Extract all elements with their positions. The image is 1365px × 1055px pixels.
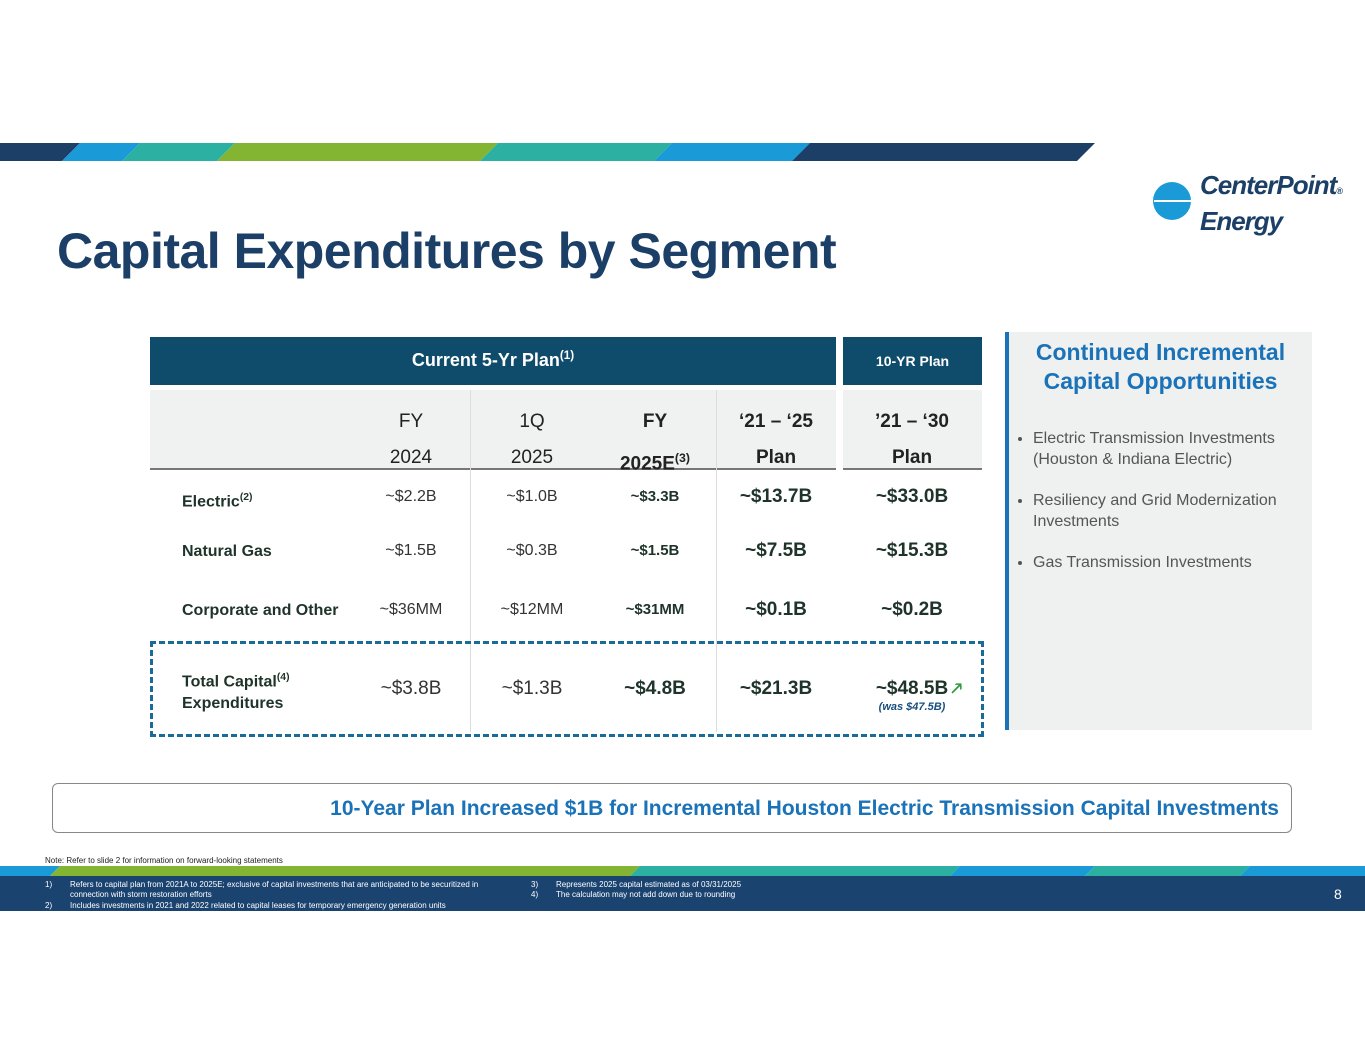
top-stripe [0, 143, 1095, 161]
footer: 8 1) Refers to capital plan from 2021A to… [0, 876, 1365, 911]
column-header: ’21 – ‘30 Plan [842, 404, 982, 476]
column-header-line: 2024 [341, 440, 481, 476]
banner: 10-Year Plan Increased $1B for Increment… [52, 783, 1292, 833]
cell: ~$4.8B [624, 678, 686, 699]
column-header: ‘21 – ‘25 Plan [706, 404, 846, 476]
total-box [150, 641, 984, 737]
column-header-text: 2025E [619, 453, 675, 475]
footnote-ref: (3) [674, 451, 691, 465]
column-header-text: 2025 [510, 447, 554, 468]
column-header-line: 1Q [519, 411, 545, 432]
cell: ~$0.3B [506, 542, 558, 559]
note: Note: Refer to slide 2 for information o… [45, 856, 283, 865]
cell: ~$1.0B [506, 488, 558, 505]
column-header-line: ‘21 – ‘25 [739, 411, 813, 432]
cell: ~$7.5B [745, 540, 807, 561]
logo-mark: ® [1336, 186, 1343, 196]
logo: CenterPoint® Energy [1200, 170, 1343, 236]
bullet: Gas Transmission Investments [1033, 552, 1293, 573]
cell: ~$15.3B [875, 540, 949, 561]
column-header-line: 2025E(3) [585, 440, 725, 482]
footnote-num: 4) [531, 890, 539, 899]
separator [470, 390, 471, 732]
footnote-text: The calculation may not add down due to … [556, 890, 736, 899]
cell: ~$33.0B [875, 486, 949, 507]
column-header-line: 2025 [462, 440, 602, 476]
cell: ~$0.1B [745, 599, 807, 620]
column-header: FY 2024 [341, 404, 481, 476]
cell: ~$3.3B [630, 488, 680, 505]
footnote-text: Includes investments in 2021 and 2022 re… [70, 901, 446, 910]
row-label: Total Capital(4) Expenditures [182, 667, 290, 715]
title: Capital Expenditures by Segment [57, 223, 837, 279]
col-header-bg [150, 390, 836, 470]
cell-note: (was $47.5B) [878, 701, 946, 713]
cell: ~$1.3B [501, 678, 563, 699]
column-header-line: Plan [706, 440, 846, 476]
column-header: 1Q 2025 [462, 404, 602, 476]
bullet: Resiliency and Grid Modernization Invest… [1033, 490, 1293, 532]
bullets: Electric Transmission Investments (Houst… [1009, 428, 1293, 573]
footnote-num: 3) [531, 880, 539, 889]
footnote-ref: (2) [239, 492, 253, 503]
row-label-text: Expenditures [182, 695, 284, 713]
bottom-stripe [0, 866, 1365, 876]
cell: ~$12MM [500, 601, 564, 618]
cell: ~$48.5B [875, 678, 949, 699]
footnote-num: 1) [45, 880, 53, 889]
column-header-text: 2024 [389, 447, 433, 468]
column-header: FY 2025E(3) [585, 404, 725, 482]
group-header-text: 10-YR Plan [875, 353, 950, 369]
side-panel: Continued Incremental Capital Opportunit… [1005, 332, 1312, 730]
column-header-text: Plan [891, 447, 933, 468]
footnote-ref: (1) [559, 349, 575, 362]
up-arrow: 🡕 [951, 679, 963, 698]
panel-title: Continued Incremental Capital Opportunit… [1035, 339, 1286, 394]
bullet: Electric Transmission Investments (Houst… [1033, 428, 1293, 470]
column-header-line: Plan [842, 440, 982, 476]
cell: ~$2.2B [385, 488, 437, 505]
cell: ~$13.7B [739, 486, 813, 507]
table: Current 5-Yr Plan(1) 10-YR Plan FY 2024 1Q 20… [150, 337, 984, 737]
column-header-line: FY [398, 411, 424, 432]
cell: ~$36MM [379, 601, 443, 618]
footnote-text: Represents 2025 capital estimated as of … [556, 880, 742, 889]
header-bg [843, 337, 982, 385]
row-label-text: Natural Gas [182, 543, 272, 560]
col-header-bg [843, 390, 982, 470]
column-header-text: Plan [755, 447, 797, 468]
header-bg [150, 337, 836, 385]
row-label-text: Corporate and Other [182, 602, 339, 619]
separator [716, 390, 717, 732]
column-header-line: FY [642, 411, 668, 432]
group-header: Current 5-Yr Plan(1) [150, 337, 836, 379]
footnote-num: 2) [45, 901, 53, 910]
cell: ~$1.5B [630, 542, 680, 559]
logo-text: Energy [1200, 206, 1283, 236]
cell: ~$3.8B [380, 678, 442, 699]
group-header: 10-YR Plan [843, 337, 982, 385]
cell: ~$1.5B [385, 542, 437, 559]
row-label-text: Total Capital [182, 673, 277, 691]
column-header-line: ’21 – ‘30 [875, 411, 949, 432]
row-label: Natural Gas [182, 541, 272, 563]
page-number: 8 [1334, 886, 1342, 902]
row-label: Corporate and Other [182, 600, 338, 622]
logo-icon [1153, 182, 1195, 220]
footnote-ref: (4) [276, 672, 290, 683]
cell: ~$21.3B [739, 678, 813, 699]
cell: ~$31MM [625, 601, 685, 618]
row-label-text: Electric [182, 493, 240, 511]
logo-text: CenterPoint [1200, 170, 1337, 200]
row-label: Electric(2) [182, 487, 253, 513]
group-header-text: Current 5-Yr Plan [411, 350, 560, 370]
footnote-text: Refers to capital plan from 2021A to 202… [70, 880, 479, 899]
cell: ~$0.2B [881, 599, 943, 620]
